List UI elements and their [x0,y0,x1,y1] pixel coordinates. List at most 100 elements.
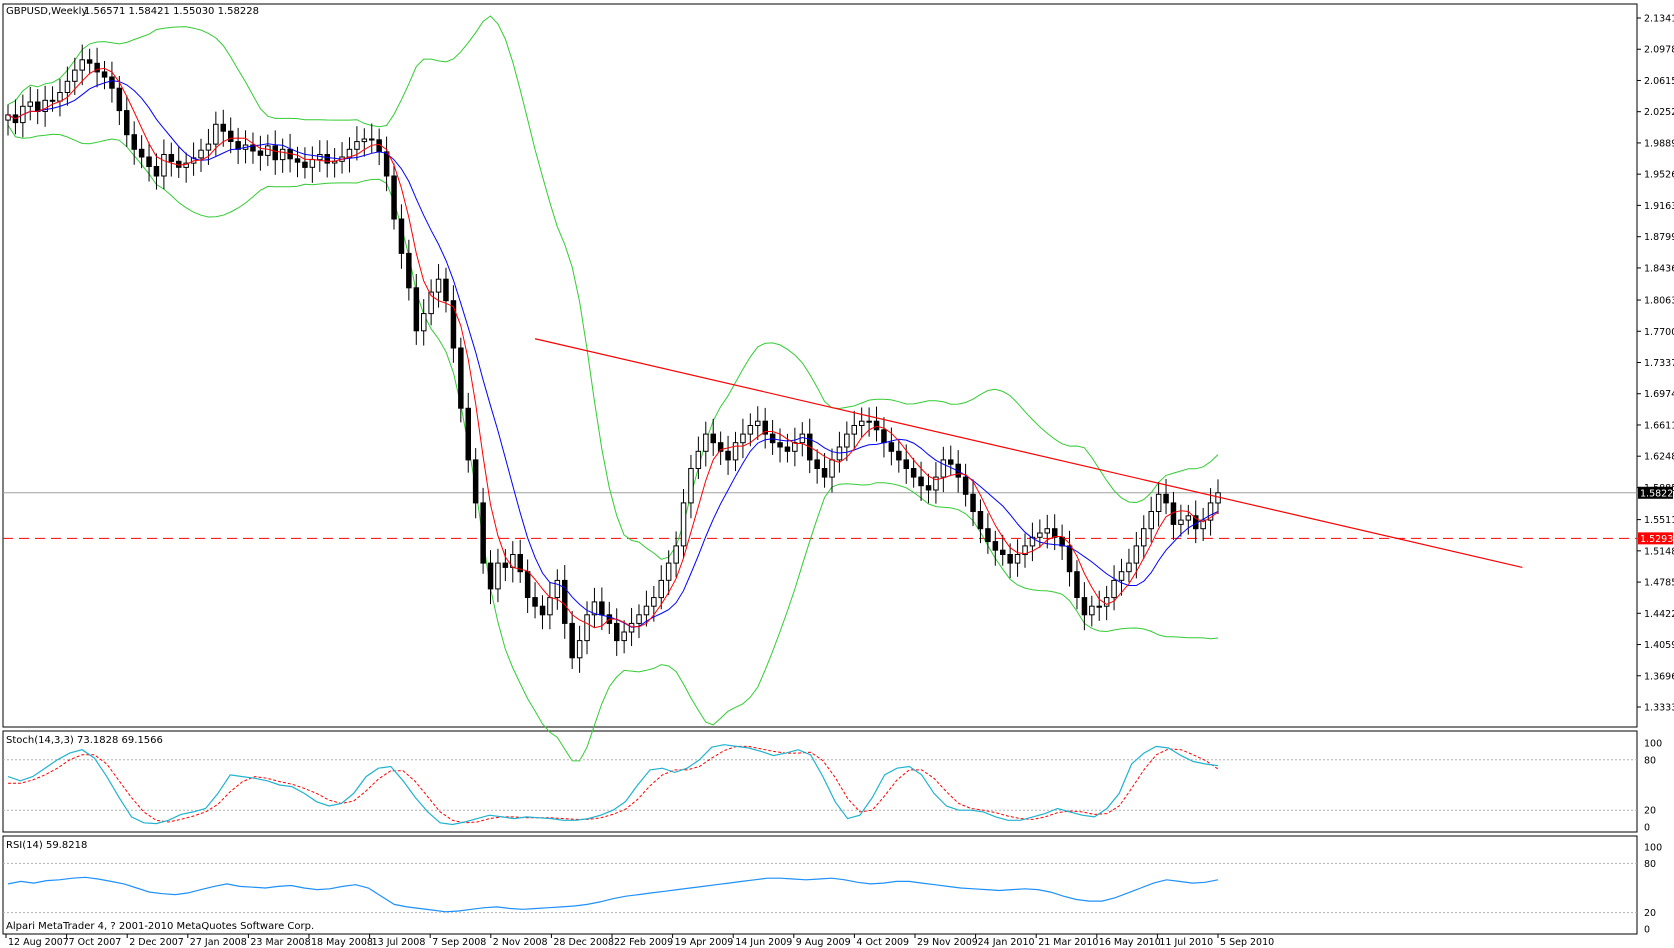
candle-body [1014,554,1021,564]
support-price-label: 1.52930 [1640,534,1674,545]
candle-body [814,459,820,469]
time-axis-label: 2 Nov 2008 [493,937,548,948]
stoch-axis-label: 100 [1644,739,1662,750]
candle-body [517,554,523,573]
candle-body [64,80,71,94]
candle-body [977,511,984,530]
candle-body [1163,493,1169,504]
candle-body [406,252,412,289]
price-axis-label: 1.69740 [1644,389,1674,400]
candle-body [1000,549,1006,556]
stoch-main-line [7,744,1219,826]
time-axis-label: 14 Jun 2009 [735,937,792,948]
candle-body [495,562,501,590]
rsi-axis-label: 0 [1644,925,1650,936]
candle-body [369,138,375,141]
time-axis-label: 11 Jul 2010 [1159,937,1213,948]
candle-body [688,468,694,504]
time-axis-label: 28 Dec 2008 [553,937,614,948]
candle-body [213,123,219,145]
candle-body [42,99,48,113]
ohlc-header: 1.56571 1.58421 1.55030 1.58228 [84,6,259,17]
candle-body [1111,579,1117,599]
time-axis-label: 7 Sep 2008 [432,937,486,948]
candle-body [109,76,115,89]
axes: 2.13410 2.09780 2.06150 2.02520 1.98890 1.952… [5,14,1674,948]
time-axis-label: 18 May 2008 [311,937,373,948]
time-axis-label: 2 Dec 2007 [129,937,184,948]
candle-body [851,425,857,435]
price-axis-label: 2.06150 [1644,76,1674,87]
price-panel-frame [2,3,1638,728]
candle-body [651,597,657,607]
candle-body [873,420,880,431]
candle-body [1089,605,1095,616]
candle-body [524,571,531,599]
candle-body [717,442,724,452]
candle-body [421,313,427,332]
candle-body [450,300,457,349]
candle-body [881,429,887,444]
candle-body [346,148,353,158]
candle-body [591,601,598,616]
price-axis-label: 2.02520 [1644,107,1674,118]
price-axis-label: 1.44220 [1644,609,1674,620]
candle-body [205,143,212,151]
candle-body [1066,545,1073,573]
candle-body [86,59,93,64]
price-axis-label: 1.84360 [1644,263,1674,274]
price-axis-label: 1.33330 [1644,703,1674,714]
time-axis-label: 21 Mar 2010 [1038,937,1098,948]
candle-body [1155,493,1162,512]
stoch-axis-label: 80 [1644,755,1656,766]
price-axis-label: 1.51480 [1644,546,1674,557]
candle-body [970,493,976,512]
candle-body [487,562,494,590]
time-axis-label: 7 Oct 2007 [69,937,122,948]
time-axis-label: 19 Apr 2009 [675,937,734,948]
candle-body [888,442,895,452]
candle-body [27,101,33,107]
candle-body [116,87,123,112]
ma-slow-line [7,80,1219,628]
stoch-panel-frame [2,730,1638,833]
candle-body [324,154,330,164]
rsi-title: RSI(14) 59.8218 [6,840,87,851]
candle-body [1103,597,1110,607]
candle-body [79,59,85,71]
candle-body [435,278,442,293]
time-axis-label: 9 Aug 2009 [796,937,851,948]
rsi-panel-frame [2,835,1638,935]
price-axis-label: 1.87990 [1644,232,1674,243]
candle-body [755,420,761,427]
candle-body [859,420,865,427]
candle-body [101,71,108,78]
resistance-trendline [534,338,1523,569]
candle-body [472,459,479,504]
candle-body [294,158,301,163]
time-axis-label: 29 Nov 2009 [917,937,978,948]
candle-body [257,150,264,156]
candle-body [777,442,783,448]
current-price-label: 1.58228 [1640,488,1674,499]
candle-body [962,476,969,495]
candle-body [168,154,175,162]
stoch-title: Stoch(14,3,3) 73.1828 69.1566 [6,735,163,746]
candle-body [1133,545,1140,564]
candle-body [866,420,872,423]
candle-body [124,110,130,136]
candle-body [762,420,768,435]
candle-body [361,138,368,143]
bollinger-upper-line [7,15,1219,560]
candle-body [725,450,731,461]
stoch-signal-line [8,745,1219,824]
time-axis-label: 13 Jul 2008 [372,937,426,948]
candle-body [784,446,791,452]
candle-body [1200,519,1206,530]
candle-body [539,605,546,616]
price-axis-label: 1.66110 [1644,420,1674,431]
candle-body [918,476,924,487]
candle-body [72,69,78,82]
candle-body [198,149,204,159]
candle-body [354,141,360,150]
